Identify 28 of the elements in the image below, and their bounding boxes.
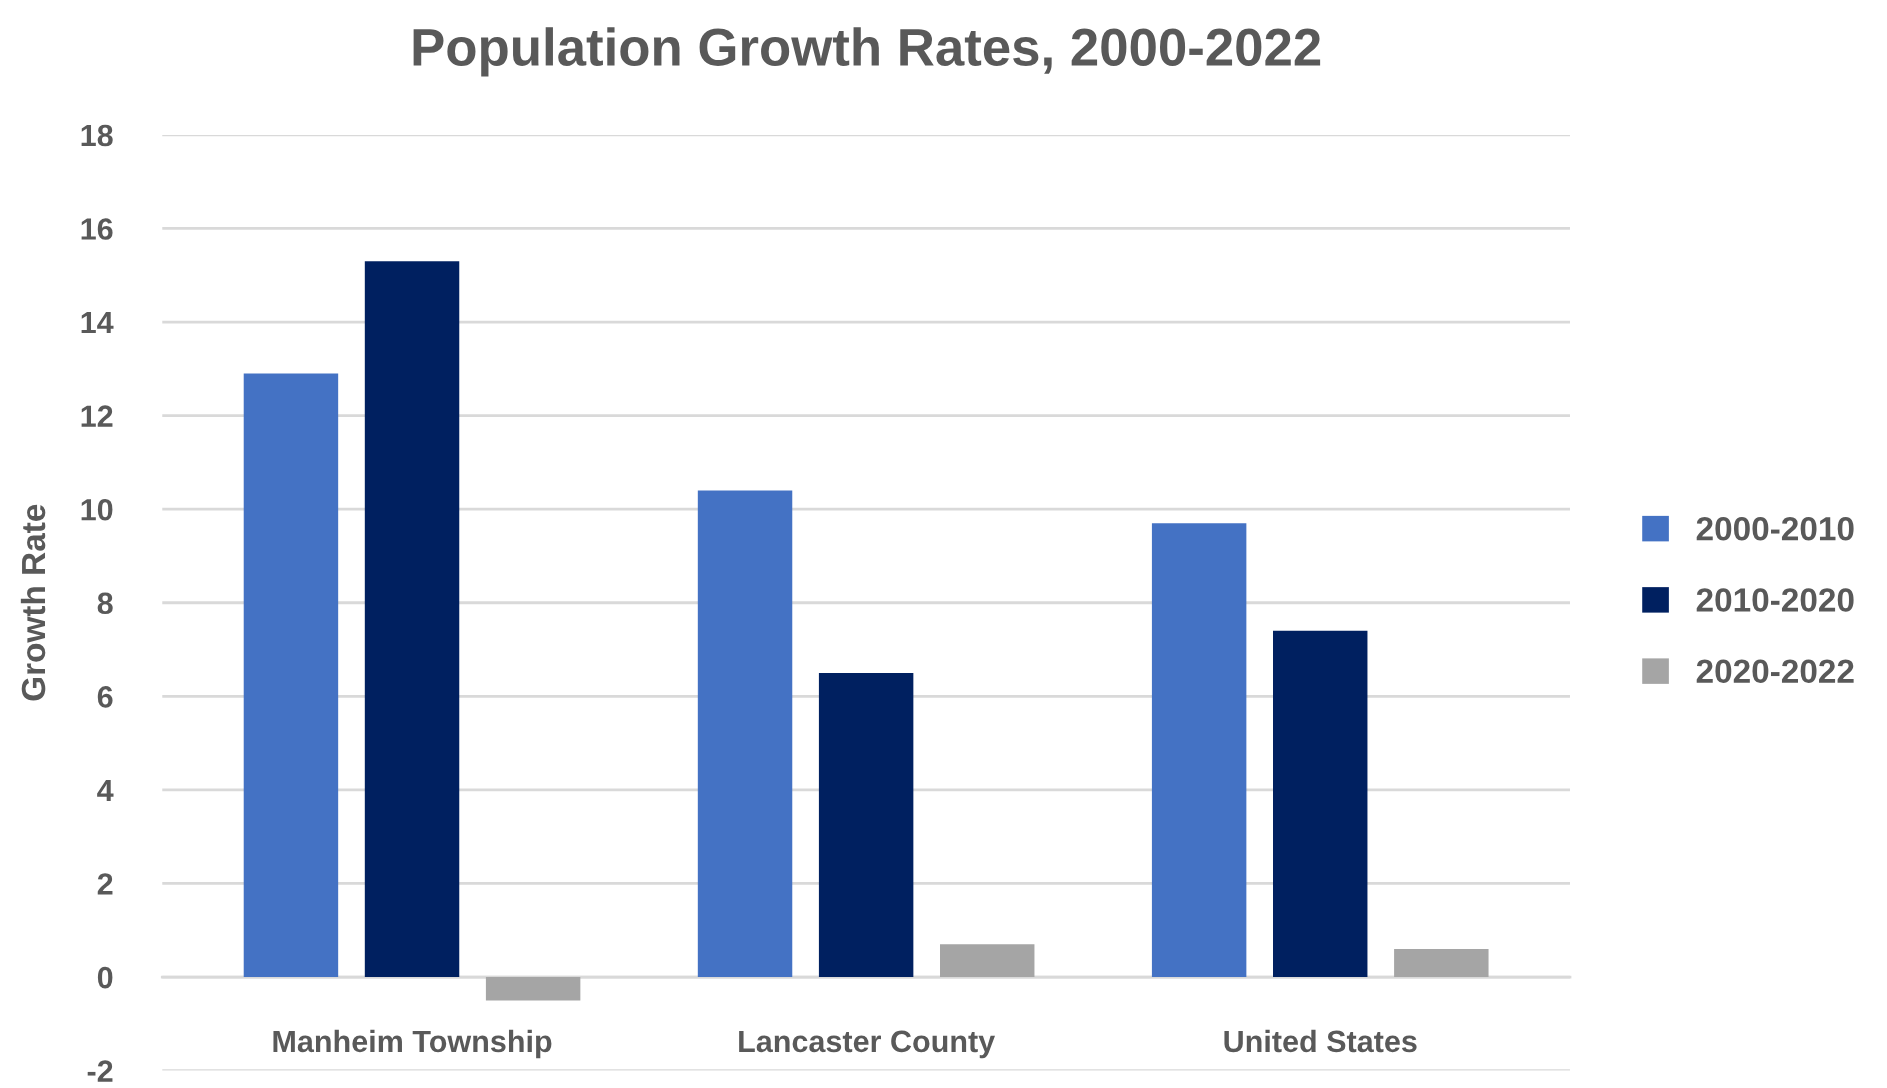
y-tick-label: 10 — [81, 498, 113, 521]
bar — [1273, 630, 1368, 978]
y-tick-label: 4 — [97, 779, 114, 801]
y-tick-label: 12 — [81, 405, 113, 427]
y-axis-title: Growth Rate — [20, 504, 46, 701]
x-tick-label: Lancaster County — [739, 1030, 996, 1059]
chart-title: Population Growth Rates, 2000-2022 — [413, 27, 1321, 77]
y-tick-label: 6 — [97, 686, 113, 708]
legend-label: 2020-2022 — [1696, 659, 1854, 684]
bar — [697, 490, 793, 978]
x-tick-label: Manheim Township — [273, 1029, 552, 1059]
legend-label: 2010-2020 — [1696, 588, 1854, 612]
y-tick-label: -2 — [87, 1060, 113, 1082]
y-tick-label: 8 — [97, 592, 113, 615]
y-tick-label: 18 — [81, 124, 113, 147]
bar — [940, 944, 1035, 978]
bar — [243, 373, 339, 978]
bar — [364, 261, 460, 978]
y-tick-label: 0 — [97, 966, 113, 989]
bar — [485, 977, 581, 1001]
y-tick-label: 14 — [81, 312, 114, 334]
bar — [1394, 948, 1489, 978]
bar — [1151, 523, 1247, 978]
x-tick-label: United States — [1224, 1029, 1417, 1053]
legend-label: 2000-2010 — [1696, 516, 1854, 541]
bar — [818, 672, 914, 978]
y-tick-label: 16 — [81, 218, 113, 240]
y-tick-label: 2 — [97, 873, 113, 895]
